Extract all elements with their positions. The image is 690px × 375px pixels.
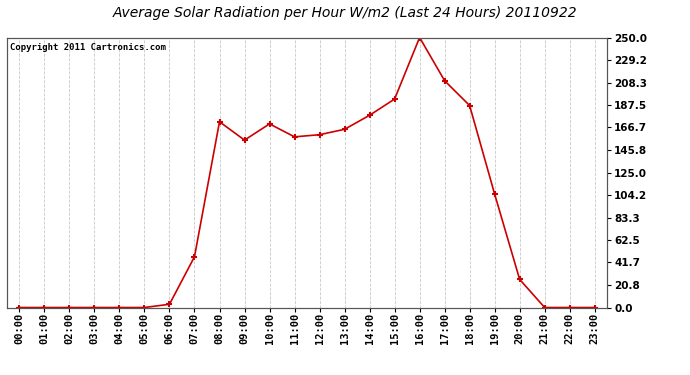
Text: Copyright 2011 Cartronics.com: Copyright 2011 Cartronics.com: [10, 43, 166, 52]
Text: Average Solar Radiation per Hour W/m2 (Last 24 Hours) 20110922: Average Solar Radiation per Hour W/m2 (L…: [112, 6, 578, 20]
